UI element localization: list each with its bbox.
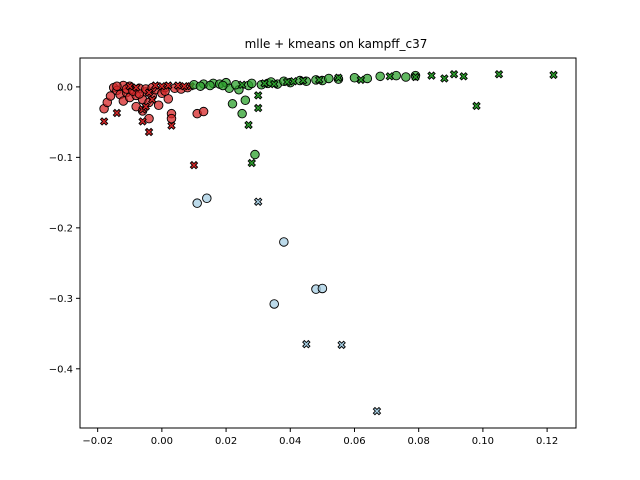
data-point-cross [247, 158, 256, 168]
data-point-circle [269, 299, 279, 309]
data-point-circle [202, 193, 212, 203]
data-point-cross [260, 79, 269, 88]
cluster-2-series [192, 193, 382, 416]
data-point-circle [240, 95, 251, 106]
data-point-circle [198, 106, 209, 117]
y-axis: 0.0 −0.1 −0.2 −0.3 −0.4 [49, 82, 80, 375]
y-tick-label: 0.0 [57, 82, 73, 93]
data-point-cross [253, 91, 263, 100]
data-point-cross [141, 102, 151, 111]
x-tick-label: 0.08 [408, 436, 430, 447]
y-tick-label: −0.3 [49, 294, 73, 305]
data-point-circle [105, 91, 116, 101]
data-point-cross [337, 340, 346, 350]
data-point-circle [218, 80, 228, 91]
data-point-cross [144, 88, 154, 97]
data-point-circle [230, 80, 241, 90]
data-point-cross [99, 117, 109, 126]
x-tick-label: 0.02 [215, 436, 237, 447]
data-point-cross [144, 127, 154, 137]
data-point-circle [250, 149, 260, 160]
x-tick-label: −0.02 [82, 436, 113, 447]
data-point-cross [244, 120, 253, 130]
data-point-circle [112, 81, 122, 91]
data-point-cross [253, 103, 263, 113]
data-point-cross [411, 72, 420, 82]
data-point-cross [302, 339, 311, 349]
data-point-cross [298, 76, 308, 85]
x-tick-label: 0.10 [472, 436, 494, 447]
data-point-cross [472, 101, 481, 111]
data-point-circle [192, 198, 202, 208]
data-point-cross [164, 81, 173, 90]
data-point-circle [166, 113, 177, 124]
data-point-cross [459, 72, 468, 81]
data-point-cross [237, 80, 247, 90]
y-tick-label: −0.2 [49, 223, 73, 234]
data-point-cross [385, 72, 395, 81]
data-point-cross [167, 121, 176, 130]
data-point-cross [427, 71, 436, 80]
data-point-circle [227, 99, 238, 109]
cluster-0-series [99, 80, 209, 170]
data-point-cross [314, 75, 324, 85]
data-point-cross [549, 70, 558, 80]
plot-frame [79, 57, 577, 429]
data-point-cross [269, 79, 279, 89]
data-marks [99, 69, 558, 416]
data-point-circle [324, 73, 334, 84]
cluster-1-series [189, 69, 558, 168]
data-point-circle [247, 78, 257, 89]
data-point-cross [356, 75, 366, 85]
data-point-circle [205, 80, 215, 91]
data-point-circle [401, 72, 411, 82]
data-point-cross [334, 73, 343, 82]
data-point-cross [131, 83, 141, 92]
data-point-circle [279, 237, 289, 247]
x-tick-label: 0.06 [343, 436, 365, 447]
data-point-cross [138, 117, 147, 126]
x-tick-label: 0.04 [279, 436, 301, 447]
x-tick-label: 0.12 [536, 436, 558, 447]
x-tick-label: 0.00 [151, 436, 173, 447]
data-point-cross [449, 69, 459, 79]
data-point-cross [494, 69, 504, 79]
data-point-circle [375, 71, 385, 82]
data-point-circle [237, 108, 247, 119]
y-tick-label: −0.4 [49, 364, 73, 375]
data-point-cross [289, 77, 298, 86]
data-point-circle [317, 283, 328, 294]
data-point-circle [195, 81, 206, 91]
y-tick-label: −0.1 [49, 153, 73, 164]
chart-title: mlle + kmeans on kampff_c37 [245, 37, 428, 51]
data-point-circle [153, 100, 164, 110]
data-point-cross [440, 74, 449, 83]
x-axis: −0.02 0.00 0.02 0.04 0.06 0.08 0.10 0.12 [82, 428, 558, 447]
data-point-cross [372, 406, 382, 416]
data-point-cross [189, 160, 199, 170]
data-point-cross [112, 108, 122, 118]
data-point-cross [147, 95, 157, 104]
data-point-cross [253, 197, 263, 207]
